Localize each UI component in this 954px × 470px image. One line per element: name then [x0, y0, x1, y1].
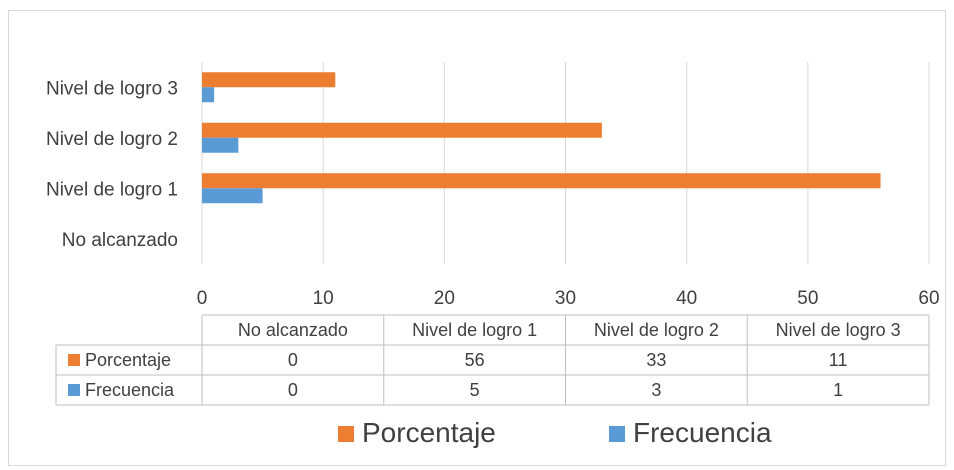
bars: [202, 72, 881, 204]
table-legend-key-porcentaje: [68, 354, 80, 366]
bar-porcentaje-nivel-de-logro-1: [202, 173, 881, 189]
data-table: No alcanzado Nivel de logro 1 Nivel de log…: [55, 314, 930, 406]
x-tick-labels: 0 10 20 30 40 50 60: [197, 288, 940, 309]
table-header-no-alcanzado: No alcanzado: [238, 320, 348, 340]
table-cell-porcentaje-no-alcanzado: 0: [288, 350, 298, 370]
x-tick-40: 40: [676, 288, 697, 309]
category-label-nivel-de-logro-2: Nivel de logro 2: [46, 129, 178, 150]
table-legend-key-frecuencia: [68, 384, 80, 396]
table-header-nivel-de-logro-1: Nivel de logro 1: [412, 320, 537, 340]
x-tick-20: 20: [434, 288, 455, 309]
bar-frecuencia-nivel-de-logro-2: [202, 137, 239, 153]
chart-frame: [8, 10, 946, 466]
category-label-nivel-de-logro-3: Nivel de logro 3: [46, 78, 178, 99]
table-header-nivel-de-logro-3: Nivel de logro 3: [776, 320, 901, 340]
table-cell-porcentaje-nivel-de-logro-3: 11: [829, 350, 848, 370]
x-tick-30: 30: [555, 288, 576, 309]
bar-frecuencia-nivel-de-logro-3: [202, 87, 215, 103]
x-tick-0: 0: [197, 288, 208, 309]
table-cell-porcentaje-nivel-de-logro-1: 56: [465, 350, 485, 370]
table-cell-frecuencia-nivel-de-logro-3: 1: [833, 380, 843, 400]
category-labels: No alcanzado Nivel de logro 1 Nivel de log…: [46, 78, 178, 251]
table-cell-porcentaje-nivel-de-logro-2: 33: [646, 350, 666, 370]
bar-porcentaje-nivel-de-logro-2: [202, 122, 602, 138]
x-tick-10: 10: [313, 288, 334, 309]
table-cell-frecuencia-nivel-de-logro-2: 3: [651, 380, 661, 400]
table-header-nivel-de-logro-2: Nivel de logro 2: [594, 320, 719, 340]
x-tick-50: 50: [797, 288, 818, 309]
legend-label-frecuencia: Frecuencia: [633, 417, 772, 448]
legend-key-porcentaje: [338, 426, 354, 442]
table-row-label-frecuencia: Frecuencia: [85, 380, 175, 400]
table-cell-frecuencia-no-alcanzado: 0: [288, 380, 298, 400]
gridlines: [201, 62, 930, 264]
table-row-label-porcentaje: Porcentaje: [85, 350, 171, 370]
legend: Porcentaje Frecuencia: [338, 417, 772, 448]
bar-porcentaje-nivel-de-logro-3: [202, 72, 336, 88]
legend-label-porcentaje: Porcentaje: [362, 417, 496, 448]
bar-frecuencia-nivel-de-logro-1: [202, 188, 263, 204]
category-label-nivel-de-logro-1: Nivel de logro 1: [46, 179, 178, 200]
table-cell-frecuencia-nivel-de-logro-1: 5: [470, 380, 480, 400]
legend-key-frecuencia: [609, 426, 625, 442]
x-tick-60: 60: [918, 288, 939, 309]
category-label-no-alcanzado: No alcanzado: [62, 230, 178, 251]
